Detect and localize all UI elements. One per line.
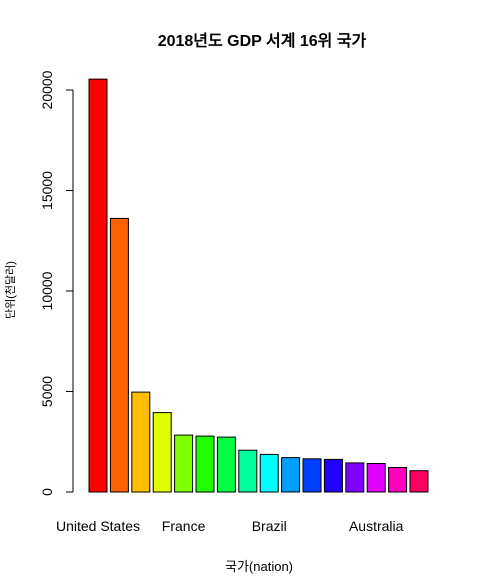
y-tick-label-20000: 20000 xyxy=(39,70,55,109)
x-tick-label-brazil: Brazil xyxy=(252,518,287,534)
x-tick-label-france: France xyxy=(162,518,206,534)
bar-16 xyxy=(409,470,429,493)
y-axis-label: 단위(천달러) xyxy=(3,261,17,319)
bar-14 xyxy=(366,463,386,493)
bar-8 xyxy=(238,449,258,493)
y-tick-label-10000: 10000 xyxy=(39,271,55,310)
bar-11 xyxy=(302,458,322,493)
x-tick-label-australia: Australia xyxy=(349,518,404,534)
bar-13 xyxy=(345,462,365,493)
bar-6 xyxy=(195,435,215,493)
y-tick-label-15000: 15000 xyxy=(39,171,55,210)
bar-10 xyxy=(281,457,301,493)
bar-15 xyxy=(388,467,408,493)
bar-9 xyxy=(259,453,279,493)
x-tick-labels: United States France Brazil Australia xyxy=(56,518,404,534)
y-tick-label-5000: 5000 xyxy=(39,376,55,407)
x-axis-label: 국가(nation) xyxy=(225,559,293,574)
bar-3 xyxy=(131,391,151,493)
bar-5 xyxy=(174,434,194,493)
bar-12 xyxy=(323,458,343,493)
bar-4 xyxy=(152,412,172,493)
bar-7 xyxy=(216,436,236,493)
bar-2 xyxy=(109,217,129,493)
y-tick-label-0: 0 xyxy=(39,488,55,496)
chart-title: 2018년도 GDP 서계 16위 국가 xyxy=(158,31,367,50)
bar-1 xyxy=(88,78,108,493)
bars-group xyxy=(88,78,429,493)
x-tick-label-united-states: United States xyxy=(56,518,140,534)
y-axis: 0 5000 10000 15000 20000 xyxy=(39,70,74,496)
